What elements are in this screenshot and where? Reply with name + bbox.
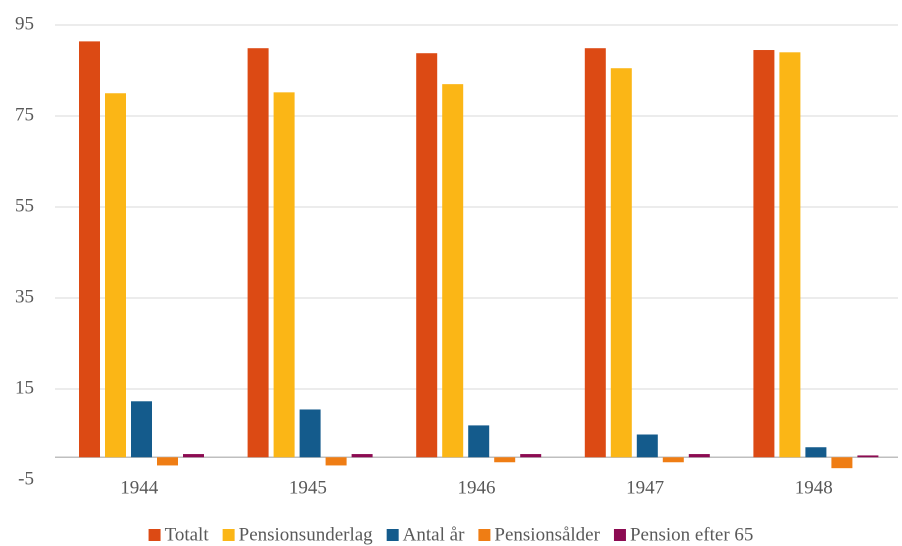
- bar: [79, 41, 100, 458]
- bar: [468, 425, 490, 458]
- x-tick-label: 1944: [120, 477, 159, 498]
- legend-swatch: [222, 529, 235, 541]
- bar: [857, 455, 879, 458]
- bar: [105, 93, 126, 458]
- bar: [247, 48, 269, 458]
- legend-label: Pensionsunderlag: [239, 524, 374, 545]
- x-tick-label: 1945: [289, 477, 327, 498]
- bar: [494, 457, 516, 463]
- legend-swatch: [613, 529, 626, 541]
- bar: [299, 409, 321, 458]
- bar: [805, 447, 827, 458]
- bar: [688, 454, 710, 458]
- bar: [831, 457, 853, 469]
- bar: [273, 92, 295, 458]
- legend-swatch: [386, 529, 399, 541]
- bar: [636, 434, 658, 458]
- legend-swatch: [478, 529, 491, 541]
- bar: [753, 50, 775, 458]
- y-tick-label: 75: [15, 104, 34, 125]
- bar: [442, 84, 464, 458]
- bar: [779, 52, 801, 458]
- legend-label: Pension efter 65: [630, 524, 753, 545]
- bar: [351, 454, 373, 458]
- bar: [183, 454, 204, 458]
- legend-label: Antal år: [403, 524, 465, 545]
- bar: [325, 457, 347, 466]
- bar: [157, 457, 178, 466]
- y-tick-label: -5: [18, 468, 34, 489]
- y-tick-label: 95: [15, 13, 34, 34]
- bar: [610, 68, 632, 458]
- bar: [416, 53, 438, 458]
- x-tick-label: 1948: [795, 477, 833, 498]
- bar: [662, 457, 684, 463]
- legend-label: Totalt: [165, 524, 210, 545]
- y-tick-label: 15: [15, 377, 34, 398]
- legend-label: Pensionsålder: [494, 524, 600, 545]
- x-tick-label: 1947: [626, 477, 664, 498]
- y-tick-label: 55: [15, 195, 34, 216]
- legend-swatch: [148, 529, 161, 541]
- y-tick-label: 35: [15, 286, 34, 307]
- x-tick-label: 1946: [458, 477, 496, 498]
- bar: [520, 454, 542, 458]
- bar: [131, 401, 152, 458]
- bar: [584, 48, 606, 458]
